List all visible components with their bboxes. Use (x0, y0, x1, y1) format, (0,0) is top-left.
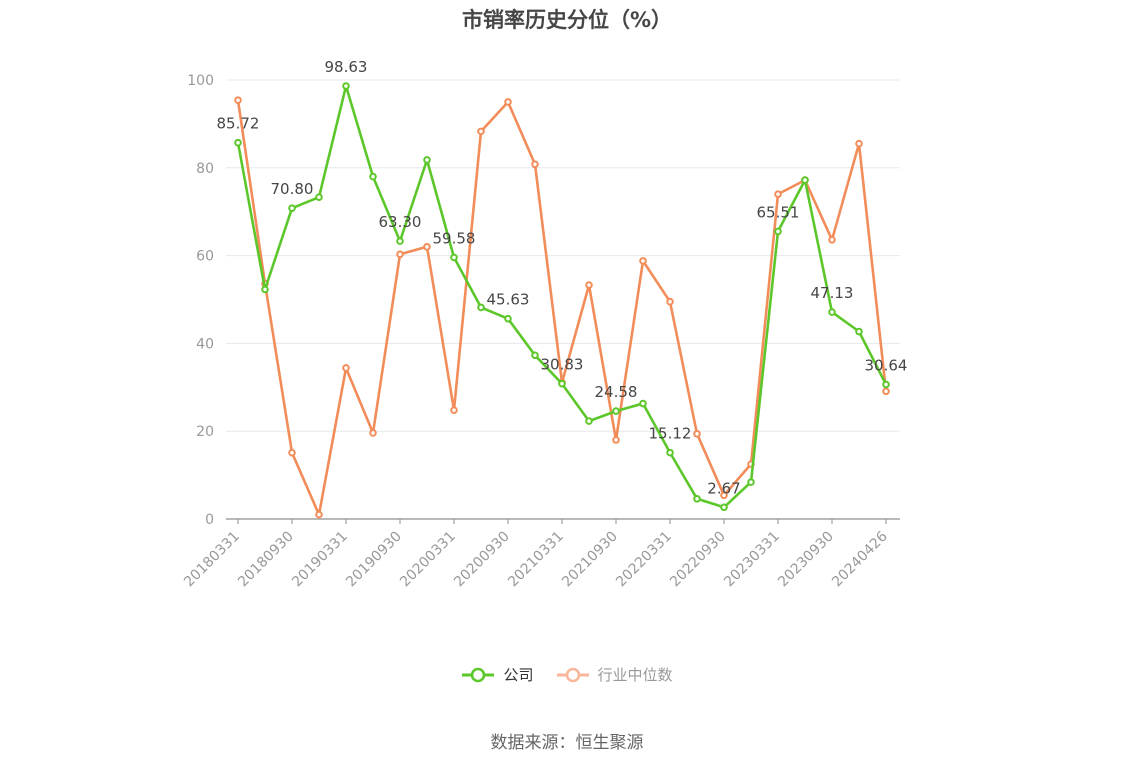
x-tick-label: 20200331 (397, 529, 459, 591)
x-tick-label: 20240426 (829, 528, 891, 590)
data-point (882, 387, 890, 396)
x-tick-label: 20180930 (235, 529, 297, 591)
x-tick-label: 20210331 (505, 529, 567, 591)
data-label: 98.63 (325, 58, 368, 76)
data-label: 45.63 (487, 291, 530, 309)
data-point (666, 448, 674, 457)
x-tick-label: 20190930 (343, 529, 405, 591)
data-label: 2.67 (707, 479, 740, 497)
data-label-layer: 85.72 70.80 98.63 63.30 59.58 45.63 30.83 24.58… (217, 58, 908, 497)
data-label: 24.58 (595, 383, 638, 401)
data-point (639, 257, 647, 265)
data-label: 47.13 (811, 284, 854, 302)
data-point (828, 235, 836, 244)
x-tick-label: 20220331 (613, 529, 675, 591)
data-point (693, 430, 701, 438)
data-point (666, 297, 674, 306)
data-point (504, 98, 512, 106)
data-point (639, 399, 647, 408)
legend-label: 行业中位数 (597, 666, 673, 684)
legend-item[interactable]: 公司 (461, 664, 534, 685)
y-tick-label: 40 (196, 336, 214, 352)
data-point (396, 237, 404, 245)
data-point (693, 495, 701, 503)
data-point (369, 172, 377, 181)
data-point (558, 379, 566, 388)
data-label: 70.80 (271, 180, 314, 198)
data-point (315, 510, 323, 519)
data-point (774, 190, 782, 198)
data-point (585, 417, 593, 425)
axis-layer: 0 20 40 60 80 100 2018033120180930201903312019… (181, 73, 900, 590)
y-tick-label: 60 (196, 249, 214, 265)
data-point (531, 160, 539, 169)
grid-layer (226, 79, 900, 432)
data-point (261, 285, 269, 294)
legend-label: 公司 (503, 666, 534, 684)
legend: 公司 行业中位数 (0, 664, 1134, 685)
series-layer (234, 82, 890, 519)
data-point (342, 82, 350, 90)
data-point (531, 351, 539, 360)
legend-marker-icon (556, 667, 589, 682)
data-point (612, 407, 620, 415)
data-label: 30.83 (541, 356, 584, 374)
data-point (504, 314, 512, 323)
data-label: 15.12 (649, 425, 692, 443)
x-tick-label: 20190331 (289, 529, 351, 591)
data-point (801, 176, 809, 184)
x-tick-label: 20180331 (181, 529, 243, 591)
series-line (236, 100, 888, 516)
data-point (720, 491, 728, 500)
y-tick-label: 20 (196, 424, 214, 440)
source-note: 数据来源：恒生聚源 (490, 733, 644, 753)
data-label: 30.64 (865, 356, 908, 374)
chart-title: 市销率历史分位（%） (461, 8, 673, 32)
x-tick-label: 20200930 (451, 529, 513, 591)
data-point (477, 127, 485, 136)
legend-item[interactable]: 行业中位数 (556, 664, 673, 685)
y-tick-label: 0 (205, 512, 214, 528)
data-point (882, 380, 890, 389)
y-tick-label: 80 (196, 161, 214, 177)
data-label: 85.72 (217, 115, 260, 133)
data-point (477, 303, 485, 312)
data-label: 65.51 (757, 203, 800, 221)
data-point (369, 429, 377, 437)
series-line (236, 84, 888, 509)
data-label: 59.58 (433, 229, 476, 247)
y-tick-label: 100 (187, 73, 214, 89)
x-tick-label: 20220930 (667, 529, 729, 591)
data-label: 63.30 (379, 213, 422, 231)
data-point (315, 193, 323, 202)
data-point (288, 204, 296, 212)
data-point (585, 281, 593, 289)
data-point (612, 436, 620, 444)
data-point (720, 503, 728, 512)
data-point (450, 406, 458, 414)
data-point (234, 138, 242, 147)
legend-marker-icon (462, 667, 495, 682)
x-tick-label: 20230331 (721, 529, 783, 591)
data-point (288, 448, 296, 457)
data-point (747, 478, 755, 486)
x-tick-label: 20230930 (775, 529, 837, 591)
data-point (774, 227, 782, 236)
data-point (234, 96, 242, 104)
data-point (855, 327, 863, 336)
data-point (450, 253, 458, 262)
data-point (396, 250, 404, 259)
data-point (342, 364, 350, 372)
data-point (423, 156, 431, 164)
data-point (423, 243, 431, 251)
data-point (828, 308, 836, 316)
x-tick-label: 20210930 (559, 529, 621, 591)
data-point (855, 139, 863, 148)
